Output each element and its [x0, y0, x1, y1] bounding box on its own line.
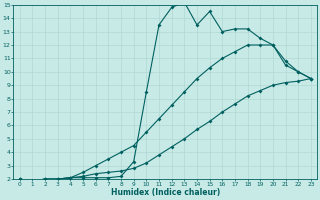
X-axis label: Humidex (Indice chaleur): Humidex (Indice chaleur)	[111, 188, 220, 197]
